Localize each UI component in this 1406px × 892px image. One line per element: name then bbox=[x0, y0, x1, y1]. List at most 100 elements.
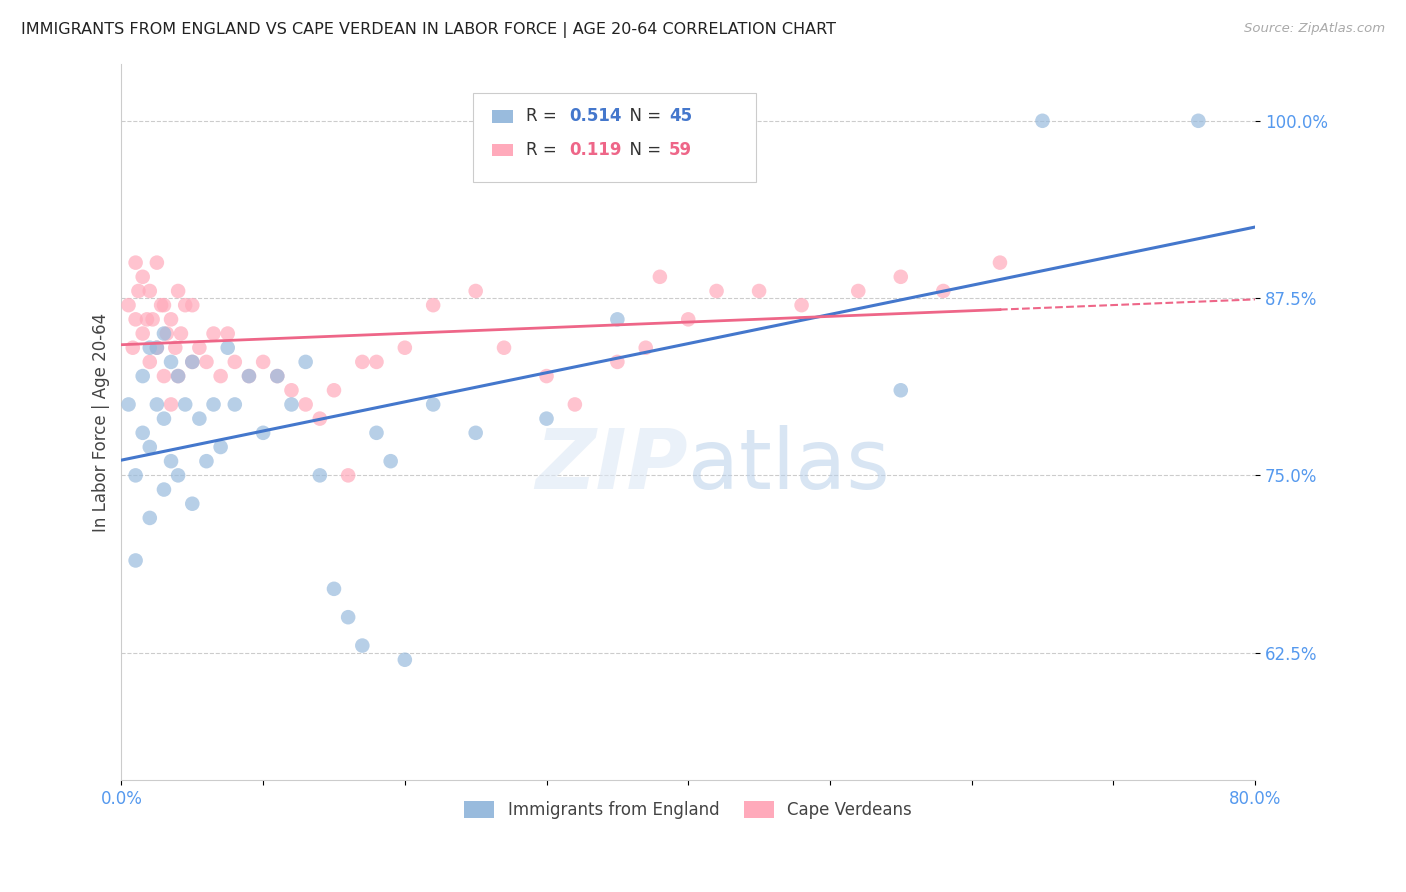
Point bbox=[174, 298, 197, 312]
Point bbox=[117, 397, 139, 411]
Point bbox=[160, 397, 183, 411]
Point bbox=[170, 326, 193, 341]
Text: ZIP: ZIP bbox=[536, 425, 688, 506]
Point bbox=[153, 483, 176, 497]
Point bbox=[174, 397, 197, 411]
Point bbox=[394, 341, 416, 355]
Text: Source: ZipAtlas.com: Source: ZipAtlas.com bbox=[1244, 22, 1385, 36]
Point bbox=[131, 269, 153, 284]
Point bbox=[606, 355, 628, 369]
Point bbox=[124, 312, 146, 326]
Point bbox=[846, 284, 869, 298]
Point bbox=[156, 326, 179, 341]
Point bbox=[131, 326, 153, 341]
Point bbox=[167, 369, 190, 384]
Point bbox=[337, 610, 360, 624]
Point bbox=[252, 355, 274, 369]
Point bbox=[160, 454, 183, 468]
Point bbox=[890, 384, 912, 398]
Point bbox=[932, 284, 955, 298]
Point bbox=[464, 284, 486, 298]
Point bbox=[150, 298, 173, 312]
Y-axis label: In Labor Force | Age 20-64: In Labor Force | Age 20-64 bbox=[93, 312, 110, 532]
Point bbox=[127, 284, 149, 298]
Point bbox=[142, 312, 165, 326]
Point bbox=[139, 511, 162, 525]
Point bbox=[136, 312, 159, 326]
Text: atlas: atlas bbox=[688, 425, 890, 506]
Point bbox=[366, 355, 388, 369]
Point bbox=[165, 341, 187, 355]
Point bbox=[634, 341, 657, 355]
Point bbox=[366, 425, 388, 440]
Point bbox=[252, 425, 274, 440]
FancyBboxPatch shape bbox=[492, 144, 513, 156]
Point bbox=[224, 397, 246, 411]
Point bbox=[422, 298, 444, 312]
Point bbox=[209, 440, 232, 454]
Point bbox=[139, 341, 162, 355]
Point bbox=[139, 440, 162, 454]
Point bbox=[160, 312, 183, 326]
Point bbox=[195, 355, 218, 369]
Point bbox=[238, 369, 260, 384]
FancyBboxPatch shape bbox=[472, 93, 756, 182]
Point bbox=[153, 369, 176, 384]
Point bbox=[139, 284, 162, 298]
Point bbox=[323, 384, 346, 398]
Point bbox=[1187, 113, 1209, 128]
Point bbox=[224, 355, 246, 369]
FancyBboxPatch shape bbox=[492, 110, 513, 123]
Point bbox=[294, 355, 316, 369]
Point bbox=[146, 397, 169, 411]
Point bbox=[167, 468, 190, 483]
Point bbox=[323, 582, 346, 596]
Point bbox=[352, 355, 374, 369]
Point bbox=[352, 639, 374, 653]
Point bbox=[890, 269, 912, 284]
Point bbox=[181, 355, 204, 369]
Point bbox=[167, 284, 190, 298]
Point bbox=[464, 425, 486, 440]
Point bbox=[988, 255, 1011, 269]
Text: 0.119: 0.119 bbox=[569, 141, 621, 159]
Point bbox=[217, 326, 239, 341]
Point bbox=[217, 341, 239, 355]
Point bbox=[294, 397, 316, 411]
Point bbox=[139, 355, 162, 369]
Point bbox=[422, 397, 444, 411]
Point bbox=[266, 369, 288, 384]
Point bbox=[146, 341, 169, 355]
Point bbox=[153, 326, 176, 341]
Point bbox=[536, 369, 558, 384]
Text: 0.514: 0.514 bbox=[569, 107, 621, 126]
Text: N =: N = bbox=[619, 141, 666, 159]
Point bbox=[790, 298, 813, 312]
Point bbox=[124, 255, 146, 269]
Point bbox=[188, 341, 211, 355]
Point bbox=[202, 326, 225, 341]
Text: 59: 59 bbox=[669, 141, 692, 159]
Point bbox=[181, 497, 204, 511]
Point bbox=[117, 298, 139, 312]
Point bbox=[124, 468, 146, 483]
Point bbox=[209, 369, 232, 384]
Point bbox=[195, 454, 218, 468]
Point bbox=[308, 468, 330, 483]
Point bbox=[648, 269, 671, 284]
Point bbox=[146, 341, 169, 355]
Point bbox=[160, 355, 183, 369]
Point bbox=[564, 397, 586, 411]
Point bbox=[146, 255, 169, 269]
Point bbox=[492, 341, 515, 355]
Text: 45: 45 bbox=[669, 107, 692, 126]
Point bbox=[266, 369, 288, 384]
Point bbox=[121, 341, 143, 355]
Point bbox=[124, 553, 146, 567]
Point bbox=[606, 312, 628, 326]
Point bbox=[131, 369, 153, 384]
Point bbox=[308, 411, 330, 425]
Point bbox=[202, 397, 225, 411]
Text: N =: N = bbox=[619, 107, 666, 126]
Point bbox=[380, 454, 402, 468]
